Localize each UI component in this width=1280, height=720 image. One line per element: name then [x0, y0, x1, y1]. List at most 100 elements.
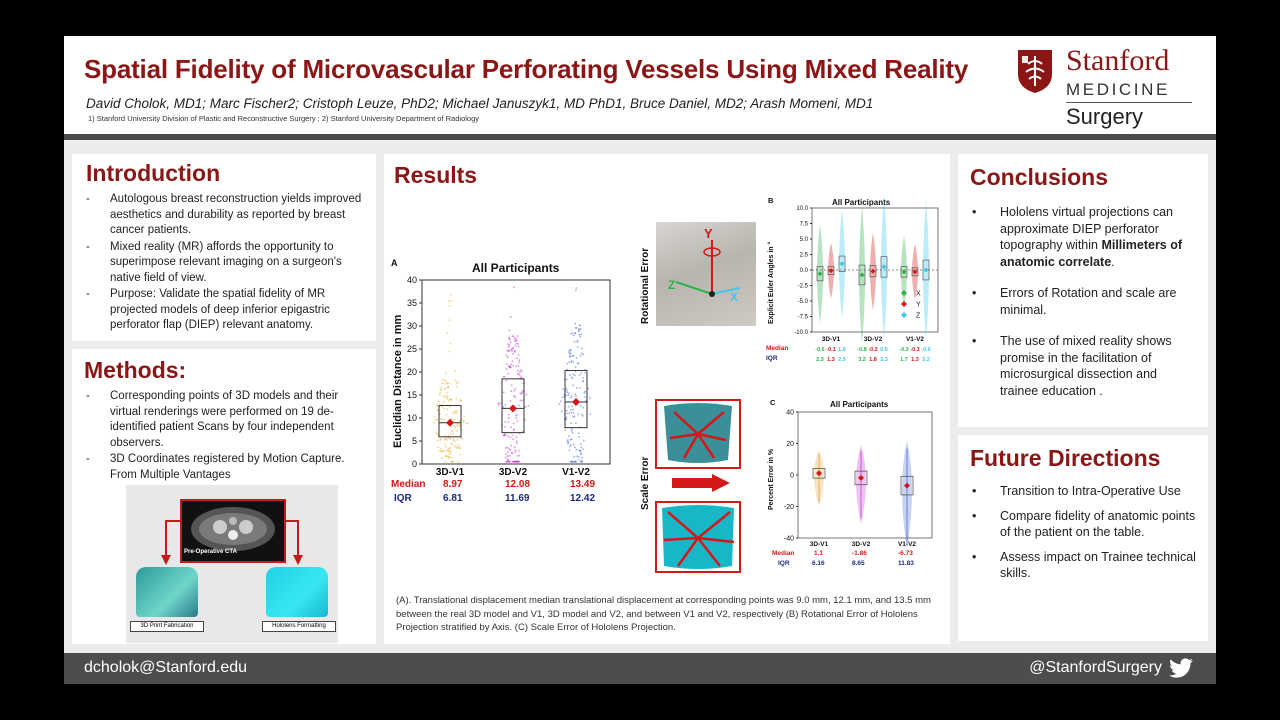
- chart-a-point: [447, 455, 450, 458]
- chart-a-ytick-label: 0: [412, 459, 417, 469]
- chart-a-point: [516, 413, 519, 416]
- chart-a-point: [439, 392, 442, 394]
- chart-a-point: [520, 369, 523, 371]
- chart-c-median-value: 1.1: [814, 550, 824, 557]
- chart-a-point: [456, 386, 458, 388]
- chart-b-median-marker: [912, 269, 918, 275]
- chart-a-point: [574, 322, 577, 325]
- chart-a-point: [571, 432, 574, 434]
- chart-c-ytick-label: 20: [786, 441, 794, 448]
- chart-a-point: [511, 347, 514, 350]
- chart-a-point: [571, 428, 573, 431]
- ct-scan-image: Pre-Operative CTA: [180, 499, 286, 563]
- chart-a-point: [516, 460, 519, 463]
- chart-a-point: [578, 459, 581, 461]
- chart-a-point: [572, 416, 575, 418]
- chart-a-xtick-label: 3D-V1: [436, 467, 465, 478]
- chart-b-ytick-label: 7.5: [800, 222, 809, 228]
- chart-c-box: [854, 470, 868, 486]
- chart-a-point: [572, 384, 575, 387]
- future-directions-list: Transition to Intra-Operative Use Compar…: [970, 483, 1196, 590]
- chart-b-legend-label: X: [916, 291, 921, 298]
- chart-a-point: [497, 404, 500, 406]
- chart-a-point: [456, 430, 459, 432]
- chart-a-point: [567, 442, 569, 445]
- chart-a-point: [580, 347, 583, 350]
- chart-a-point: [580, 352, 583, 355]
- chart-a-point: [517, 449, 520, 452]
- chart-a-iqr-value: 6.81: [443, 493, 463, 504]
- chart-a-point: [574, 422, 577, 425]
- chart-a-point: [509, 366, 512, 369]
- ct-scan-graphic: [191, 507, 275, 551]
- chart-a-point: [514, 449, 517, 451]
- chart-a-point: [502, 391, 505, 394]
- chart-a-point: [519, 371, 521, 373]
- chart-a-point: [567, 394, 570, 397]
- chart-a-point: [518, 404, 520, 407]
- chart-b-median-value: -0.3: [910, 347, 919, 353]
- chart-a-point: [510, 444, 513, 447]
- chart-a-point: [448, 350, 451, 353]
- chart-a-point: [509, 349, 511, 352]
- chart-a-point: [521, 390, 524, 392]
- methods-list: Corresponding points of 3D models and th…: [86, 389, 356, 484]
- chart-a-point: [457, 443, 460, 446]
- chart-a-point: [587, 387, 590, 390]
- chart-a-point: [577, 341, 579, 343]
- chart-a-point: [518, 361, 521, 364]
- chart-a-point: [584, 390, 587, 393]
- chart-a-point: [445, 392, 448, 394]
- chart-a-iqr-value: 12.42: [570, 493, 596, 504]
- chart-a-point: [565, 416, 568, 419]
- chart-a-point: [512, 438, 515, 441]
- chart-a-point: [565, 409, 568, 412]
- chart-a-point: [565, 394, 567, 397]
- chart-a-point: [566, 412, 568, 415]
- chart-a-point: [569, 438, 572, 441]
- chart-a-point: [578, 449, 581, 452]
- chart-a-point: [457, 460, 460, 463]
- chart-b-xtick-label: V1-V2: [906, 336, 924, 343]
- chart-a-point: [566, 391, 569, 394]
- chart-a-box: [438, 405, 462, 438]
- future-directions-title: Future Directions: [970, 445, 1161, 471]
- chart-a-point: [571, 460, 574, 463]
- chart-a-point: [449, 293, 452, 296]
- chart-a-point: [509, 449, 512, 452]
- chart-a-point: [565, 418, 568, 421]
- chart-a-point: [578, 374, 581, 376]
- chart-a-point: [450, 418, 453, 420]
- chart-a-point: [572, 373, 574, 376]
- chart-a-point: [514, 396, 517, 399]
- chart-a-point: [517, 369, 519, 372]
- chart-a-point: [573, 374, 576, 377]
- chart-a-point: [441, 418, 444, 421]
- chart-a-point: [505, 354, 508, 357]
- chart-a-iqr-label: IQR: [394, 493, 412, 504]
- methods-item: 3D Coordinates registered by Motion Capt…: [86, 452, 356, 483]
- chart-a-point: [568, 392, 570, 395]
- chart-a-point: [513, 335, 515, 338]
- chart-a-point: [524, 418, 526, 421]
- chart-a-point: [505, 379, 508, 382]
- chart-a-point: [511, 335, 514, 338]
- chart-a-point: [521, 391, 524, 394]
- chart-a-point: [508, 344, 511, 347]
- chart-a-point: [568, 351, 571, 354]
- chart-a-point: [570, 332, 572, 335]
- chart-a-point: [507, 420, 510, 423]
- chart-a-point: [504, 456, 507, 459]
- chart-a-point: [505, 447, 507, 449]
- methods-title: Methods:: [84, 357, 187, 383]
- chart-b-median-marker: [828, 268, 834, 274]
- chart-a-point: [503, 375, 506, 378]
- chart-b-iqr-value: 1.3: [911, 357, 919, 363]
- chart-a-point: [437, 400, 440, 403]
- 3d-print-model-image: [136, 567, 198, 617]
- rotation-axes-overlay: [675, 240, 741, 297]
- chart-b-legend-marker: [901, 301, 907, 307]
- chart-a-point: [562, 388, 564, 391]
- chart-a-point: [518, 460, 520, 463]
- chart-a-point: [576, 362, 579, 365]
